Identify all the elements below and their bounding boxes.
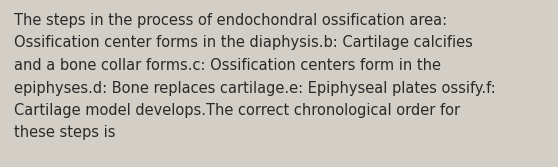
Text: these steps is: these steps is: [14, 125, 116, 140]
Text: Ossification center forms in the diaphysis.b: Cartilage calcifies: Ossification center forms in the diaphys…: [14, 36, 473, 50]
Text: and a bone collar forms.c: Ossification centers form in the: and a bone collar forms.c: Ossification …: [14, 58, 441, 73]
Text: Cartilage model develops.The correct chronological order for: Cartilage model develops.The correct chr…: [14, 103, 460, 118]
Text: epiphyses.d: Bone replaces cartilage.e: Epiphyseal plates ossify.f:: epiphyses.d: Bone replaces cartilage.e: …: [14, 80, 496, 96]
Text: The steps in the process of endochondral ossification area:: The steps in the process of endochondral…: [14, 13, 447, 28]
